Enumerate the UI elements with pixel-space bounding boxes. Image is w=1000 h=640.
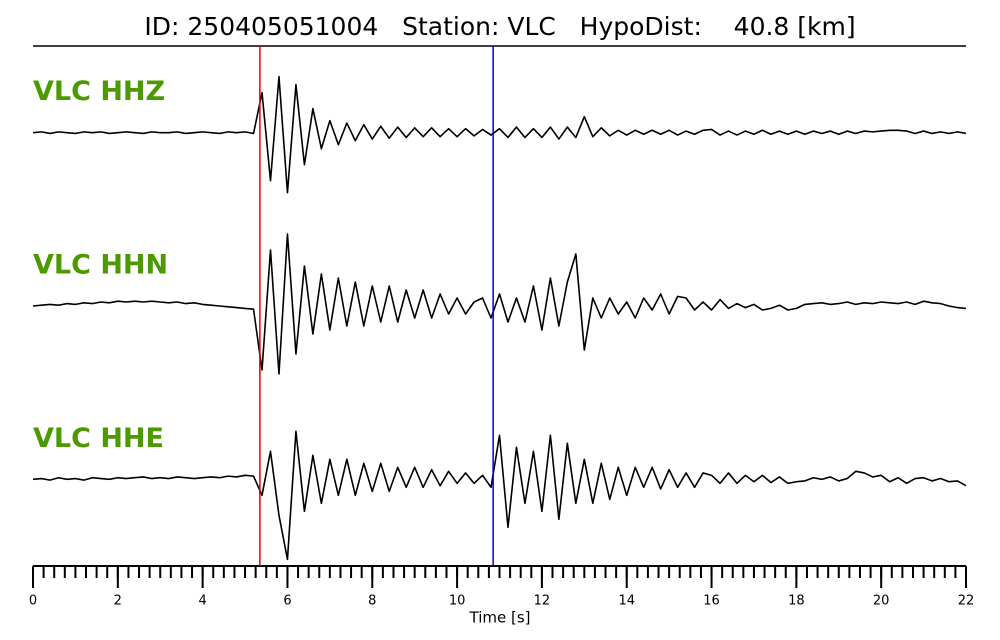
x-tick-label: 2	[114, 594, 122, 609]
chart-title: ID: 250405051004 Station: VLC HypoDist: …	[144, 12, 855, 41]
waveform	[32, 233, 967, 375]
x-tick-label: 8	[368, 594, 376, 609]
x-tick-label: 0	[29, 594, 37, 609]
x-tick-label: 22	[958, 594, 975, 609]
x-tick-label: 12	[534, 594, 551, 609]
trace-label: VLC HHZ	[33, 76, 165, 107]
x-tick-label: 6	[283, 594, 291, 609]
x-tick-label: 14	[618, 594, 635, 609]
x-tick-label: 10	[449, 594, 466, 609]
x-axis-label: Time [s]	[469, 609, 531, 627]
waveform	[32, 75, 967, 194]
x-tick-label: 20	[873, 594, 890, 609]
x-tick-label: 16	[703, 594, 720, 609]
waveform	[32, 430, 967, 561]
trace-label: VLC HHN	[33, 250, 168, 281]
x-tick-label: 18	[788, 594, 805, 609]
trace-label: VLC HHE	[33, 423, 164, 454]
x-tick-label: 4	[198, 594, 206, 609]
